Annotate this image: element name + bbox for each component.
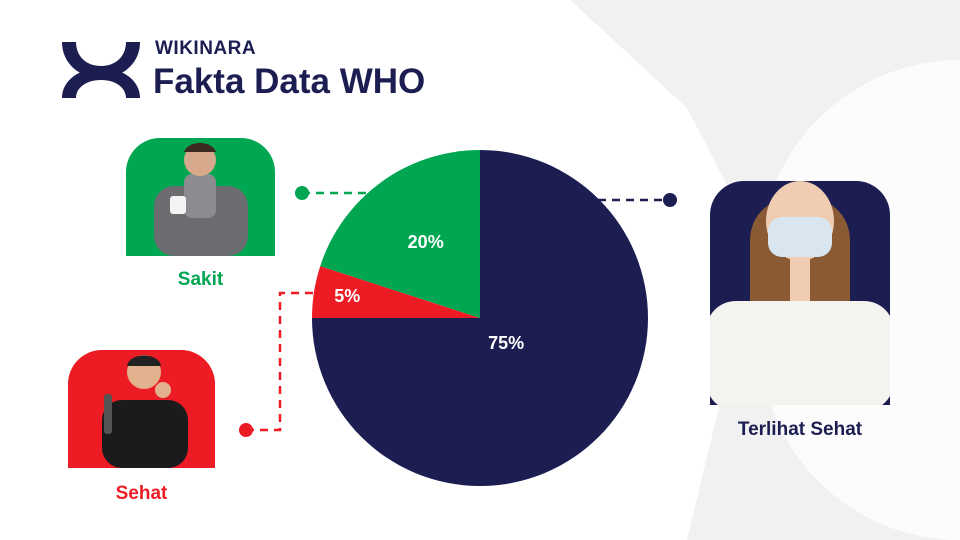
pie-slice-label: 75% <box>488 333 525 354</box>
label-sakit: Sakit <box>177 269 224 290</box>
pie-slice-label: 20% <box>407 232 444 253</box>
woman-wearing-mask-photo <box>710 181 890 405</box>
label-sehat: Sehat <box>115 483 168 504</box>
pie-slice-sakit <box>320 150 480 318</box>
wikinara-logo-icon <box>62 42 140 98</box>
photo-card-sakit <box>126 138 275 256</box>
connector-sehat <box>246 291 313 432</box>
logo <box>62 42 140 98</box>
connector-dot-sehat <box>239 423 253 437</box>
pie-slice-sehat <box>312 266 480 318</box>
label-terlihat-sehat: Terlihat Sehat <box>737 419 863 440</box>
man-thumbs-up-photo <box>102 355 188 468</box>
photo-card-terlihat-sehat <box>710 181 890 405</box>
connector-dot-terlihat-sehat <box>663 193 677 207</box>
man-coughing-photo <box>154 143 248 256</box>
page-title: Fakta Data WHO <box>153 62 426 101</box>
brand-name: WIKINARA <box>155 38 257 59</box>
photo-card-sehat <box>68 350 215 468</box>
connector-dot-sakit <box>295 186 309 200</box>
pie-slice-label: 5% <box>334 285 361 306</box>
